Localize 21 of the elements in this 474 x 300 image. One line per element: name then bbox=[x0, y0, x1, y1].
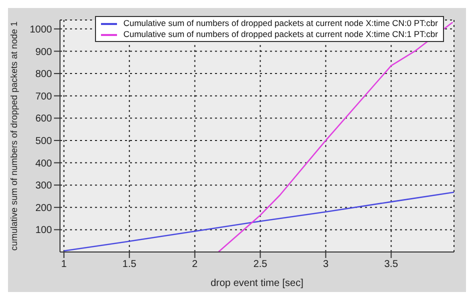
y-tick-label: 800 bbox=[35, 69, 52, 80]
y-tick-label: 100 bbox=[35, 225, 52, 236]
x-tick-label: 3.5 bbox=[384, 259, 399, 270]
x-tick-label: 3 bbox=[322, 259, 329, 270]
legend-label: Cumulative sum of numbers of dropped packets at current node X:time CN:0 PT:cbr bbox=[123, 18, 438, 29]
x-tick-label: 1.5 bbox=[122, 259, 137, 270]
y-tick-label: 600 bbox=[35, 114, 52, 125]
x-tick-label: 2.5 bbox=[253, 259, 268, 270]
y-tick-label: 700 bbox=[35, 91, 52, 102]
line-series bbox=[63, 192, 454, 252]
y-tick-label: 500 bbox=[35, 136, 52, 148]
y-tick-label: 400 bbox=[35, 158, 52, 170]
x-axis-title: drop event time [sec] bbox=[210, 278, 304, 289]
x-tick-label: 2 bbox=[192, 259, 198, 270]
y-tick-label: 1000 bbox=[30, 24, 52, 36]
x-tick-label: 1 bbox=[61, 259, 68, 270]
y-tick-label: 300 bbox=[35, 180, 52, 192]
y-tick-label: 900 bbox=[35, 46, 52, 58]
legend-label: Cumulative sum of numbers of dropped packets at current node X:time CN:1 PT:cbr bbox=[123, 29, 438, 40]
y-tick-label: 200 bbox=[35, 202, 52, 214]
y-axis-title: cumulative sum of numbers of dropped packets at node 1 bbox=[9, 21, 20, 251]
